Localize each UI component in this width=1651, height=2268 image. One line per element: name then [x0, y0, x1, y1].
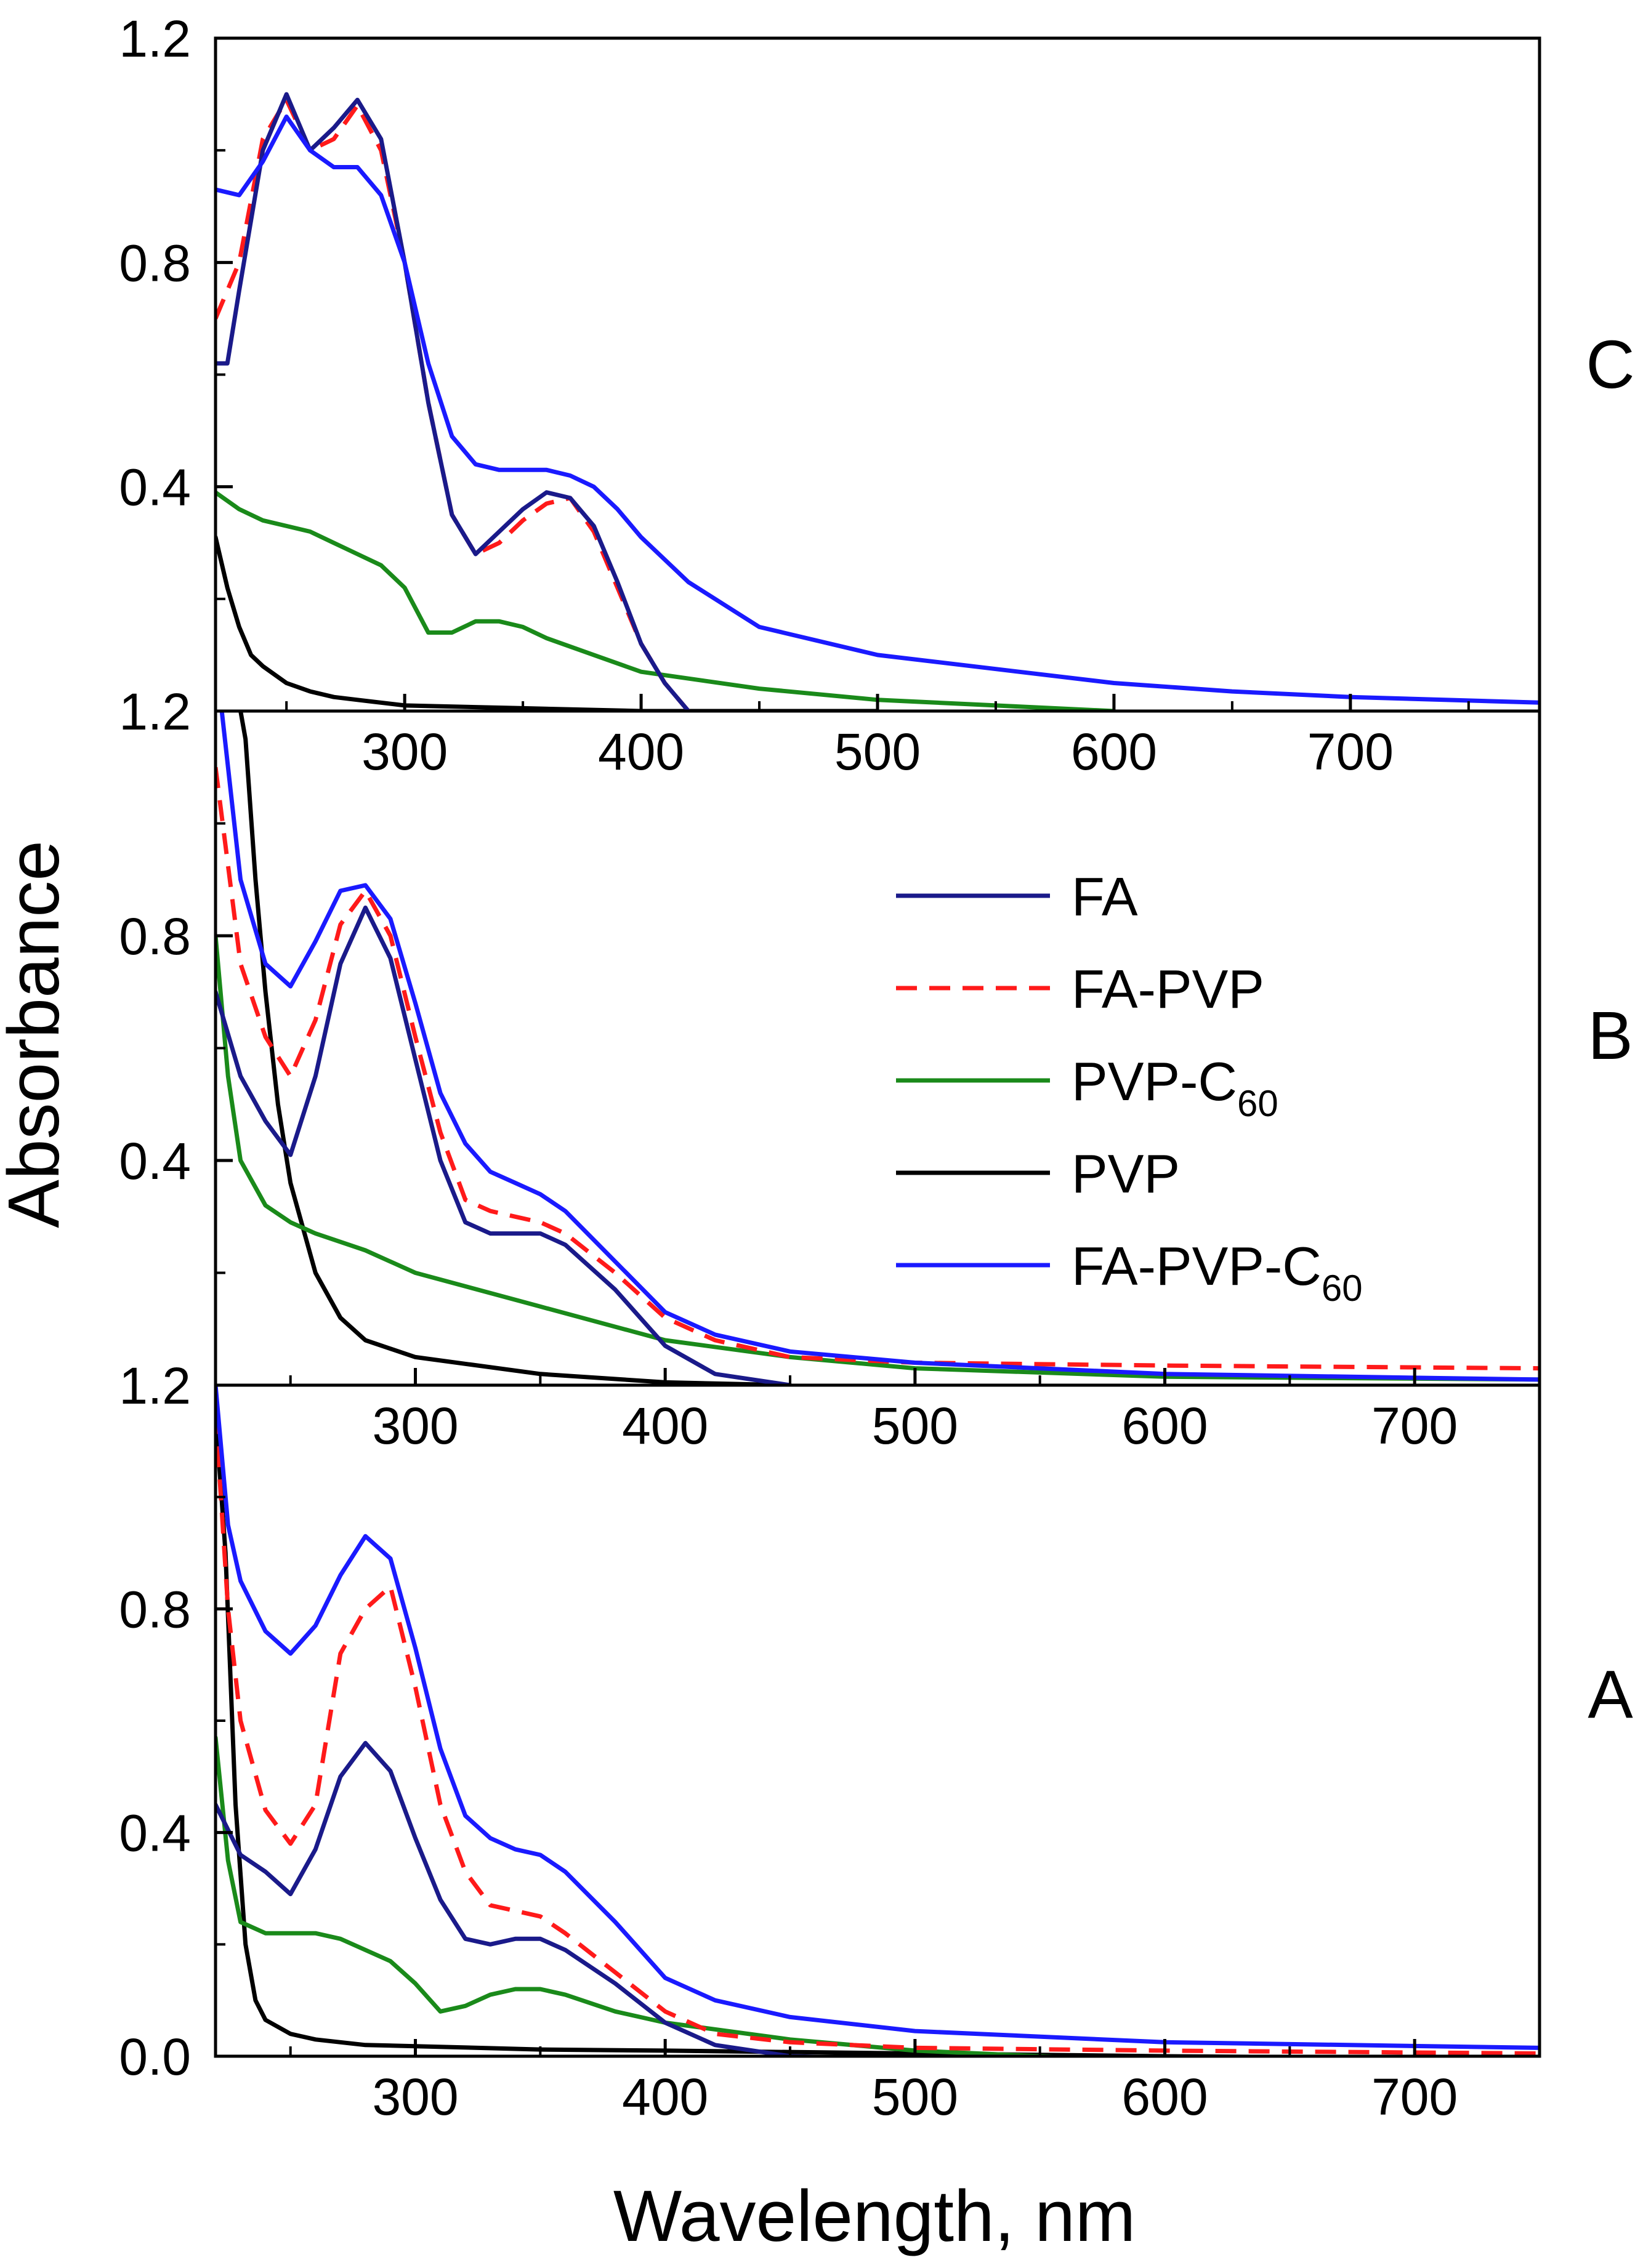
y-tick-label: 0.4: [119, 459, 191, 517]
legend: FA FA-PVP PVP-C60 PVP FA-PVP-C60: [896, 866, 1363, 1309]
series-line-fa-pvp-c60: [219, 711, 1540, 1382]
y-tick-label: 1.2: [119, 1357, 191, 1415]
y-axis-title: Absorbance: [0, 840, 75, 1228]
x-tick-label: 300: [361, 723, 448, 781]
y-tick-label: 0.0: [119, 2028, 191, 2086]
series-group: [216, 1385, 1540, 2056]
legend-label: PVP: [1072, 1143, 1180, 1204]
x-tick-label: 700: [1307, 723, 1394, 781]
panel-letter: A: [1588, 1657, 1633, 1732]
legend-label: FA-PVP-C60: [1072, 1236, 1363, 1309]
x-tick-label: 300: [372, 1397, 458, 1455]
series-line-fa-pvp: [216, 766, 1540, 1371]
y-tick-label: 0.4: [119, 1132, 191, 1190]
x-tick-label: 700: [1371, 2068, 1458, 2126]
y-tick-label: 0.8: [119, 907, 191, 965]
series-line-pvp: [216, 535, 880, 711]
series-line-fa: [216, 1740, 887, 2056]
panel-a: 0.0 0.4 0.8 1.2 300 400 500 600 700 A: [119, 1357, 1633, 2126]
series-line-fa-pvp-c60: [216, 115, 1540, 705]
x-tick-label: 400: [598, 723, 684, 781]
series-group: [216, 92, 1540, 711]
y-tick-label: 1.2: [119, 683, 191, 741]
x-tick-label: 300: [372, 2068, 458, 2126]
y-tick-label: 0.4: [119, 1804, 191, 1862]
series-line-pvp-c60: [216, 933, 1540, 1382]
series-line-pvp: [216, 1410, 1456, 2056]
x-tick-label: 400: [622, 2068, 708, 2126]
series-line-fa-pvp: [216, 97, 690, 711]
series-line-fa: [216, 92, 691, 711]
series-line-fa-pvp: [216, 1413, 1540, 2056]
series-group: [216, 711, 1540, 1385]
x-axis-title: Wavelength, nm: [613, 2176, 1136, 2257]
series-line-fa: [216, 905, 793, 1385]
legend-label: PVP-C60: [1072, 1051, 1278, 1124]
legend-label: FA: [1072, 866, 1138, 927]
series-line-pvp-c60: [216, 1735, 1088, 2056]
series-line-pvp-c60: [216, 490, 1116, 711]
panel-c: 0.4 0.8 1.2 300 400 500 600 700 C: [119, 10, 1635, 781]
series-line-fa-pvp-c60: [216, 1385, 1540, 2050]
x-tick-label: 600: [1071, 723, 1157, 781]
y-tick-label: 0.8: [119, 1580, 191, 1638]
x-tick-label: 600: [1121, 1397, 1208, 1455]
x-tick-label: 600: [1121, 2068, 1208, 2126]
x-tick-label: 400: [622, 1397, 708, 1455]
axes-frame: [214, 1383, 1541, 2058]
x-tick-label: 500: [872, 2068, 958, 2126]
panel-b: 0.4 0.8 1.2 300 400 500 600 700 B: [119, 683, 1633, 1455]
legend-label: FA-PVP: [1072, 959, 1264, 1019]
panel-letter: B: [1588, 998, 1633, 1074]
x-tick-label: 500: [872, 1397, 958, 1455]
series-line-pvp: [238, 711, 793, 1385]
panel-letter: C: [1586, 327, 1634, 403]
x-tick-label: 700: [1371, 1397, 1458, 1455]
x-tick-label: 500: [834, 723, 921, 781]
y-tick-label: 1.2: [119, 10, 191, 68]
y-tick-label: 0.8: [119, 234, 191, 292]
